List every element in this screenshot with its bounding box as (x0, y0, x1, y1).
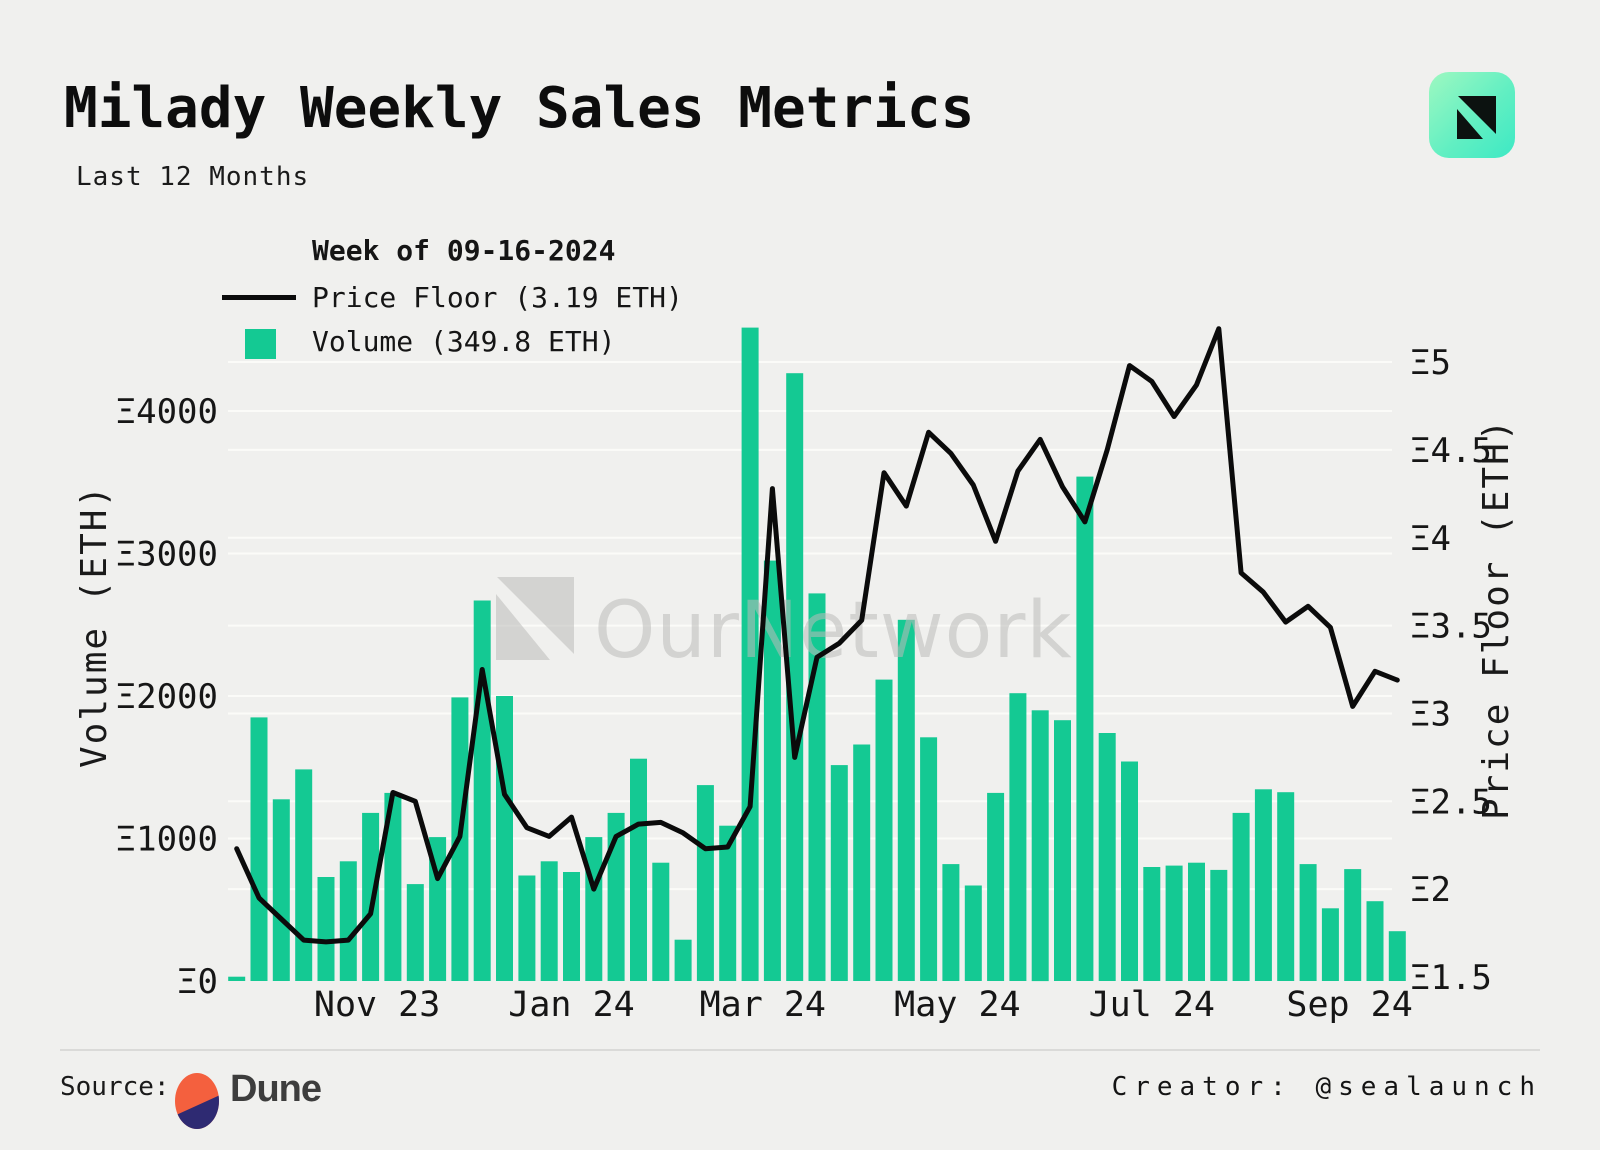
volume-bar[interactable] (1143, 867, 1161, 981)
volume-bar[interactable] (1210, 869, 1228, 981)
right-axis-tick-label: Ξ2 (1410, 870, 1451, 910)
price-floor-line-swatch (222, 295, 296, 300)
volume-bar[interactable] (1188, 862, 1205, 981)
volume-bar[interactable] (1388, 931, 1406, 981)
watermark: OurNetwork (496, 577, 1073, 676)
volume-bar[interactable] (295, 769, 313, 981)
watermark-logo-triangle (496, 594, 550, 660)
left-axis-tick-label: Ξ1000 (116, 820, 218, 860)
x-axis-tick-label: May 24 (894, 985, 1020, 1025)
price-floor-line[interactable] (234, 326, 1400, 945)
volume-bars[interactable] (228, 327, 1406, 982)
volume-bar[interactable] (540, 861, 558, 981)
right-axis-tick-label: Ξ3 (1410, 695, 1451, 735)
watermark-text: OurNetwork (594, 586, 1073, 676)
volume-bar[interactable] (406, 884, 424, 981)
right-axis-tick-label: Ξ5 (1410, 343, 1451, 383)
page-title: Milady Weekly Sales Metrics (64, 76, 975, 141)
source-name: Dune (230, 1068, 322, 1110)
volume-bar[interactable] (763, 560, 781, 981)
volume-bar[interactable] (897, 619, 915, 981)
volume-swatch (245, 329, 276, 359)
right-axis-tick-label: Ξ1.5 (1410, 958, 1492, 998)
volume-bar[interactable] (585, 837, 603, 981)
volume-bar[interactable] (786, 373, 804, 981)
volume-bar[interactable] (920, 737, 938, 981)
volume-bar[interactable] (1254, 789, 1272, 981)
volume-bar[interactable] (830, 765, 848, 981)
volume-bar[interactable] (1009, 693, 1027, 981)
volume-bar[interactable] (339, 861, 357, 981)
volume-bar[interactable] (1098, 733, 1116, 981)
volume-bar[interactable] (875, 679, 893, 981)
volume-bar[interactable] (696, 785, 714, 981)
volume-bar[interactable] (1232, 812, 1250, 981)
left-axis-tick-label: Ξ2000 (116, 677, 218, 717)
right-axis-tick-label: Ξ4.5 (1410, 431, 1492, 471)
volume-bar[interactable] (987, 792, 1005, 981)
volume-bar[interactable] (1366, 901, 1384, 981)
volume-bar[interactable] (964, 885, 982, 982)
x-axis-tick-label: Nov 23 (314, 985, 440, 1025)
x-axis-tick-label: Jul 24 (1089, 985, 1215, 1025)
left-axis-tick-label: Ξ3000 (116, 535, 218, 575)
x-axis-ticks: Nov 23 Jan 24 Mar 24 May 24 Jul 24 Sep 24 (314, 985, 1413, 1025)
watermark-logo-triangle (497, 577, 574, 654)
volume-bar[interactable] (496, 696, 513, 981)
creator-handle: @sealaunch (1315, 1072, 1542, 1102)
creator-credit: Creator: @sealaunch (1112, 1072, 1542, 1102)
volume-bar[interactable] (317, 877, 335, 981)
ournetwork-logo-icon (1457, 96, 1496, 139)
volume-bar[interactable] (630, 758, 647, 981)
volume-bar[interactable] (563, 872, 580, 981)
volume-bar[interactable] (1299, 864, 1317, 981)
left-axis-tick-label: Ξ0 (177, 962, 218, 1002)
volume-bar[interactable] (1031, 710, 1049, 982)
x-axis-tick-label: Sep 24 (1286, 985, 1412, 1025)
volume-bar[interactable] (1054, 720, 1071, 981)
volume-bar[interactable] (250, 717, 268, 981)
x-axis-tick-label: Jan 24 (508, 985, 634, 1025)
right-axis-ticks: Ξ1.5 Ξ2 Ξ2.5 Ξ3 Ξ3.5 Ξ4 Ξ4.5 Ξ5 (1410, 343, 1492, 998)
volume-bar[interactable] (1165, 865, 1183, 981)
volume-bar[interactable] (473, 600, 491, 982)
dune-logo-icon (174, 1072, 220, 1134)
volume-bar[interactable] (1277, 792, 1295, 981)
x-axis-tick-label: Mar 24 (700, 985, 826, 1025)
left-axis-tick-label: Ξ4000 (116, 392, 218, 432)
volume-bar[interactable] (1121, 761, 1138, 982)
volume-bar[interactable] (674, 939, 692, 981)
creator-label: Creator: (1111, 1072, 1293, 1102)
footer-divider (60, 1049, 1540, 1051)
price-floor-polyline[interactable] (234, 326, 1400, 945)
volume-bar[interactable] (384, 792, 402, 981)
legend-volume-label: Volume (349.8 ETH) (312, 325, 616, 358)
volume-bar[interactable] (853, 744, 871, 982)
volume-bar[interactable] (518, 875, 536, 982)
right-axis-tick-label: Ξ4 (1410, 519, 1451, 559)
volume-bar[interactable] (942, 864, 960, 981)
right-axis-tick-label: Ξ2.5 (1410, 782, 1492, 822)
legend-heading: Week of 09-16-2024 (312, 234, 616, 267)
volume-bar[interactable] (1076, 476, 1094, 981)
ournetwork-logo (1429, 72, 1515, 158)
volume-bar[interactable] (362, 812, 380, 981)
volume-bar[interactable] (652, 862, 670, 981)
volume-bar[interactable] (1344, 869, 1362, 981)
legend-price-floor-label: Price Floor (3.19 ETH) (312, 281, 683, 314)
volume-bar[interactable] (607, 812, 625, 981)
left-axis-ticks: Ξ0 Ξ1000 Ξ2000 Ξ3000 Ξ4000 (116, 392, 218, 1002)
source-label: Source: (60, 1072, 170, 1102)
page-subtitle: Last 12 Months (76, 162, 310, 192)
right-axis-tick-label: Ξ3.5 (1410, 607, 1492, 647)
volume-bar[interactable] (808, 593, 826, 981)
volume-bar[interactable] (228, 976, 246, 981)
volume-bar[interactable] (1321, 908, 1339, 981)
volume-bar[interactable] (719, 825, 737, 981)
volume-bar[interactable] (272, 799, 290, 981)
